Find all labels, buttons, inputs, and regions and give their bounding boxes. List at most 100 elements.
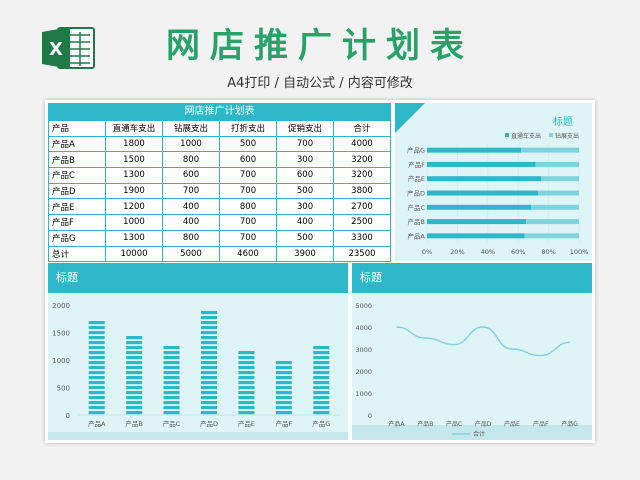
y-tick-label: 产品C	[407, 203, 425, 212]
table-row: 产品A 1800 1000 500 700 4000	[48, 135, 391, 153]
column-stripe	[313, 381, 330, 385]
column-stripe	[88, 336, 105, 340]
column-stripe	[275, 396, 292, 400]
table-cell[interactable]: 1800	[105, 135, 163, 153]
table-cell[interactable]: 700	[219, 167, 277, 184]
table-cell[interactable]: 1300	[105, 229, 163, 247]
y-tick-label: 0	[66, 412, 70, 420]
table-cell[interactable]: 3200	[333, 167, 391, 184]
table-cell[interactable]: 23500	[333, 245, 391, 263]
column-stripe	[201, 356, 217, 360]
table-cell[interactable]: 产品D	[48, 182, 106, 200]
table-cell[interactable]: 600	[162, 167, 220, 184]
x-tick-label: 产品E	[504, 420, 520, 428]
table-cell[interactable]: 3800	[333, 182, 391, 200]
column-stripe	[88, 356, 105, 360]
column-stripe	[126, 351, 143, 355]
column-stripe	[238, 401, 255, 405]
table-cell[interactable]: 4600	[219, 245, 277, 263]
table-cell[interactable]: 3300	[333, 229, 391, 247]
column-stripe	[201, 411, 217, 415]
column-stripe	[88, 381, 105, 385]
table-cell[interactable]: 10000	[105, 245, 163, 263]
page-title: 网店推广计划表	[166, 26, 474, 66]
table-cell[interactable]: 700	[162, 182, 220, 200]
table-row: 产品E 1200 400 800 300 2700	[48, 198, 391, 216]
table-cell[interactable]: 300	[276, 151, 334, 169]
table-cell[interactable]: 500	[276, 229, 334, 247]
legend-label: 合计	[473, 430, 485, 438]
column-stripe	[163, 406, 180, 410]
table-cell[interactable]: 2700	[333, 198, 391, 216]
y-tick-label: 4000	[355, 324, 372, 332]
y-tick-label: 产品G	[407, 146, 425, 155]
column-stripe	[88, 391, 105, 395]
table-cell[interactable]: 1300	[105, 167, 163, 184]
y-tick-label: 2000	[355, 368, 372, 376]
column-header: 打折支出	[219, 120, 277, 137]
table-cell[interactable]: 500	[276, 182, 334, 200]
table-cell[interactable]: 总计	[48, 245, 106, 263]
table-cell[interactable]: 产品C	[48, 167, 106, 184]
table-cell[interactable]: 4000	[333, 135, 391, 153]
table-cell[interactable]: 600	[219, 151, 277, 169]
column-stripe	[201, 331, 217, 335]
column-stripe	[88, 406, 105, 410]
table-cell[interactable]: 600	[276, 167, 334, 184]
table-cell[interactable]: 700	[276, 135, 334, 153]
y-tick-label: 1500	[52, 330, 70, 338]
table-cell[interactable]: 5000	[162, 245, 220, 263]
column-stripe	[163, 361, 180, 365]
column-stripe	[313, 386, 330, 390]
stacked-bar-chart-panel: 标题 直通车支出 钻展支出 0% 20% 40% 60% 80% 100% 产品G 产品F 产品E 产…	[395, 103, 592, 261]
column-bar	[126, 336, 143, 415]
table-cell[interactable]: 3900	[276, 245, 334, 263]
table-cell[interactable]: 800	[162, 151, 220, 169]
column-stripe	[313, 346, 330, 350]
table-cell[interactable]: 1900	[105, 182, 163, 200]
table-cell[interactable]: 800	[219, 198, 277, 216]
table-cell[interactable]: 400	[276, 214, 334, 231]
y-tick-label: 500	[57, 385, 70, 393]
table-cell[interactable]: 1000	[105, 214, 163, 231]
table-cell[interactable]: 1000	[162, 135, 220, 153]
table-cell[interactable]: 产品E	[48, 198, 106, 216]
column-stripe	[163, 401, 180, 405]
column-stripe	[201, 321, 217, 325]
table-cell[interactable]: 700	[219, 182, 277, 200]
column-stripe	[238, 356, 255, 360]
table-cell[interactable]: 产品F	[48, 214, 106, 231]
y-tick-label: 5000	[355, 302, 372, 310]
x-tick-label: 产品B	[125, 419, 142, 428]
table-cell[interactable]: 产品G	[48, 229, 106, 247]
table-cell[interactable]: 产品A	[48, 135, 106, 153]
column-stripe	[126, 406, 143, 410]
x-tick-label: 60%	[511, 248, 525, 256]
table-cell[interactable]: 300	[276, 198, 334, 216]
table-cell[interactable]: 800	[162, 229, 220, 247]
table-cell[interactable]: 500	[219, 135, 277, 153]
table-cell[interactable]: 400	[162, 198, 220, 216]
column-bar	[238, 351, 255, 415]
table-cell[interactable]: 3200	[333, 151, 391, 169]
column-stripe	[238, 406, 255, 410]
y-tick-label: 产品F	[408, 160, 425, 169]
column-stripe	[275, 381, 292, 385]
bar-segment	[524, 233, 579, 239]
table-cell[interactable]: 1500	[105, 151, 163, 169]
table-cell[interactable]: 2500	[333, 214, 391, 231]
page-header: X 网店推广计划表 A4打印 / 自动公式 / 内容可修改	[0, 0, 640, 100]
bar-segment	[427, 233, 525, 239]
table-cell[interactable]: 1200	[105, 198, 163, 216]
table-cell[interactable]: 产品B	[48, 151, 106, 169]
column-stripe	[201, 386, 217, 390]
table-cell[interactable]: 700	[219, 214, 277, 231]
column-stripe	[201, 361, 217, 365]
column-stripe	[275, 371, 292, 375]
table-cell[interactable]: 700	[219, 229, 277, 247]
line-chart-header: 标题	[352, 263, 592, 293]
column-stripe	[275, 361, 292, 365]
bar-segment	[538, 190, 579, 196]
column-stripe	[201, 401, 217, 405]
table-cell[interactable]: 400	[162, 214, 220, 231]
